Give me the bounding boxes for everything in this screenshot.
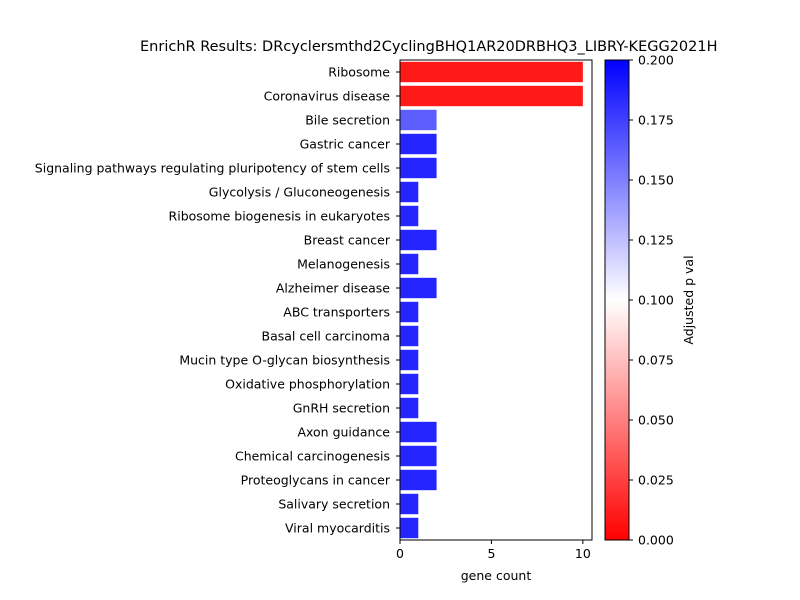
category-label: ABC transporters — [283, 305, 390, 320]
bar — [400, 493, 419, 515]
colorbar-tick-label: 0.025 — [638, 473, 674, 488]
x-tick-label: 0 — [396, 546, 404, 561]
bar — [400, 109, 437, 131]
colorbar-tick-label: 0.100 — [638, 293, 674, 308]
category-label: Axon guidance — [297, 425, 390, 440]
category-labels: Ribosome Coronavirus disease Bile secretio… — [35, 65, 400, 536]
category-label: Alzheimer disease — [276, 281, 390, 296]
category-label: Ribosome — [328, 65, 390, 80]
category-label: Salivary secretion — [278, 497, 390, 512]
bar — [400, 253, 419, 275]
bar — [400, 373, 419, 395]
colorbar-label: Adjusted p val — [681, 255, 696, 344]
bar — [400, 421, 437, 443]
plot-frame — [399, 59, 593, 541]
x-axis-label: gene count — [461, 568, 532, 583]
bar — [400, 469, 437, 491]
colorbar-tick-label: 0.075 — [638, 353, 674, 368]
bar — [400, 277, 437, 299]
category-label: Coronavirus disease — [264, 89, 391, 104]
category-label: Signaling pathways regulating pluripoten… — [35, 161, 390, 176]
colorbar-tick-label: 0.000 — [638, 533, 674, 548]
category-label: Gastric cancer — [300, 137, 391, 152]
bar — [400, 85, 583, 107]
colorbar-tick-label: 0.200 — [638, 53, 674, 68]
category-label: Viral myocarditis — [285, 521, 390, 536]
category-label: Chemical carcinogenesis — [235, 449, 390, 464]
x-axis: 0 5 10 — [396, 540, 591, 561]
bar — [400, 133, 437, 155]
colorbar — [604, 59, 630, 541]
category-label: Mucin type O-glycan biosynthesis — [179, 353, 390, 368]
bar — [400, 349, 419, 371]
bar — [400, 229, 437, 251]
bar — [400, 445, 437, 467]
x-tick-label: 10 — [575, 546, 591, 561]
category-label: Oxidative phosphorylation — [225, 377, 390, 392]
colorbar-tick-label: 0.125 — [638, 233, 674, 248]
bar — [400, 157, 437, 179]
category-label: Bile secretion — [305, 113, 390, 128]
category-label: Basal cell carcinoma — [262, 329, 391, 344]
bar — [400, 397, 419, 419]
chart-title: EnrichR Results: DRcyclersmthd2CyclingBH… — [140, 39, 718, 55]
bar — [400, 301, 419, 323]
x-tick-label: 5 — [487, 546, 495, 561]
category-label: Melanogenesis — [297, 257, 390, 272]
category-label: Breast cancer — [304, 233, 391, 248]
bar — [400, 325, 419, 347]
category-label: Ribosome biogenesis in eukaryotes — [169, 209, 390, 224]
bar — [400, 517, 419, 539]
colorbar-ticks: 0.000 0.025 0.050 0.075 0.100 0.125 0.150 0.175… — [629, 53, 674, 548]
bar — [400, 181, 419, 203]
bar-group — [400, 61, 583, 539]
bar — [400, 205, 419, 227]
bar — [400, 61, 583, 83]
category-label: GnRH secretion — [293, 401, 390, 416]
category-label: Glycolysis / Gluconeogenesis — [209, 185, 390, 200]
colorbar-tick-label: 0.150 — [638, 173, 674, 188]
colorbar-tick-label: 0.175 — [638, 113, 674, 128]
colorbar-tick-label: 0.050 — [638, 413, 674, 428]
category-label: Proteoglycans in cancer — [241, 473, 391, 488]
